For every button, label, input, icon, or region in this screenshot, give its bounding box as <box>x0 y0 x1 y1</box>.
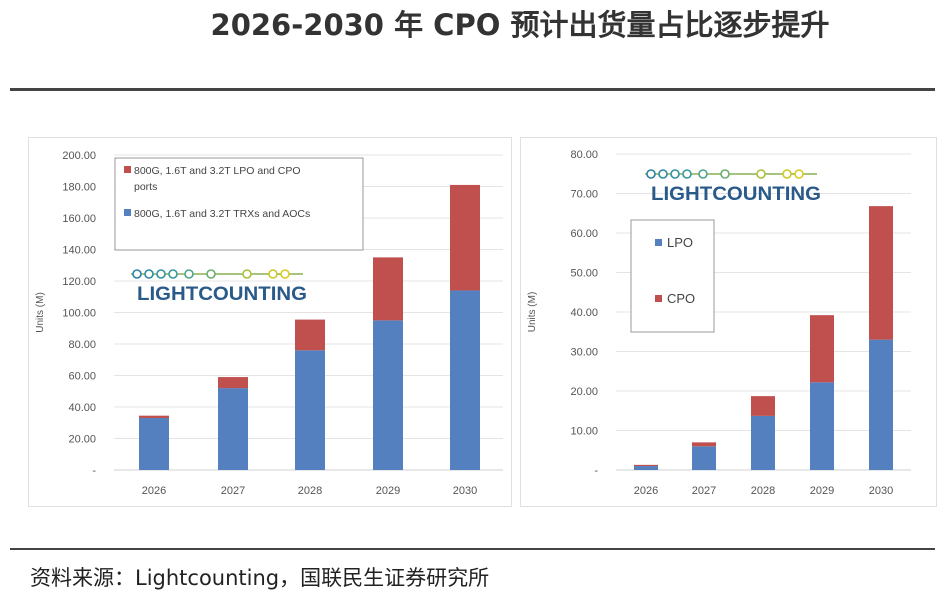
bar-aocs-2026 <box>139 418 169 470</box>
y-axis-label: Units (M) <box>35 292 46 333</box>
bar-aocs-2029 <box>373 320 403 470</box>
bar-cpo-2026 <box>634 464 658 467</box>
logo-node-icon <box>794 169 804 179</box>
y-tick-label: 80.00 <box>570 149 598 161</box>
logo-node-icon <box>168 269 178 279</box>
chart-total-shipments: - 20.00 40.00 60.00 80.00 100.00 120.00 140.00 1… <box>35 150 503 497</box>
legend-label: LPO <box>667 235 693 250</box>
logo-node-icon <box>206 269 216 279</box>
chart-lpo-cpo-shipments: - 10.00 20.00 30.00 40.00 50.00 60.00 70.00 80.0… <box>527 149 911 497</box>
logo-node-icon <box>268 269 278 279</box>
y-tick-label: 60.00 <box>570 228 598 240</box>
legend-label: ports <box>134 181 157 193</box>
logo-node-icon <box>184 269 194 279</box>
bottom-divider <box>10 548 935 550</box>
y-tick-label: 100.00 <box>62 308 96 320</box>
lightcounting-logo: LIGHTCOUNTING <box>651 184 821 205</box>
bar-ports-2026 <box>139 415 169 419</box>
logo-node-icon <box>698 169 708 179</box>
source-note: 资料来源：Lightcounting，国联民生证券研究所 <box>30 566 490 590</box>
logo-node-icon <box>242 269 252 279</box>
y-tick-label: 30.00 <box>570 347 598 359</box>
y-tick-label: - <box>594 465 598 477</box>
y-tick-label: 40.00 <box>570 307 598 319</box>
y-tick-label: - <box>92 465 96 477</box>
logo-node-icon <box>682 169 692 179</box>
legend-label: 800G, 1.6T and 3.2T LPO and CPO <box>134 165 301 177</box>
y-tick-label: 50.00 <box>570 268 598 280</box>
x-tick-label: 2030 <box>453 485 477 497</box>
logo-node-icon <box>156 269 166 279</box>
y-tick-label: 10.00 <box>570 426 598 438</box>
x-tick-label: 2028 <box>751 485 775 497</box>
bar-lpo-2026 <box>634 466 658 470</box>
y-tick-label: 80.00 <box>68 339 96 351</box>
bar-cpo-2030 <box>869 206 893 340</box>
bar-ports-2029 <box>373 257 403 321</box>
y-tick-label: 40.00 <box>68 402 96 414</box>
legend-swatch <box>655 239 662 246</box>
bar-lpo-2028 <box>751 415 775 470</box>
bar-lpo-2030 <box>869 339 893 470</box>
bar-cpo-2027 <box>692 442 716 447</box>
y-tick-label: 200.00 <box>62 150 96 162</box>
y-tick-label: 20.00 <box>68 434 96 446</box>
x-tick-label: 2029 <box>376 485 400 497</box>
page-title: 2026-2030 年 CPO 预计出货量占比逐步提升 <box>210 8 830 42</box>
y-axis-label: Units (M) <box>527 292 538 333</box>
bar-ports-2027 <box>218 377 248 389</box>
y-tick-label: 60.00 <box>68 371 96 383</box>
bar-aocs-2028 <box>295 350 325 470</box>
y-tick-label: 120.00 <box>62 276 96 288</box>
x-tick-label: 2027 <box>221 485 245 497</box>
bar-ports-2030 <box>450 184 480 291</box>
bar-lpo-2027 <box>692 446 716 470</box>
y-tick-label: 70.00 <box>570 189 598 201</box>
chart-panel-left: - 20.00 40.00 60.00 80.00 100.00 120.00 140.00 1… <box>28 137 512 507</box>
lightcounting-logo: LIGHTCOUNTING <box>137 284 307 305</box>
logo-node-icon <box>670 169 680 179</box>
legend-swatch <box>655 295 662 302</box>
legend-swatch <box>124 209 131 216</box>
top-divider <box>10 88 935 91</box>
bar-cpo-2029 <box>810 315 834 383</box>
logo-node-icon <box>658 169 668 179</box>
x-tick-label: 2030 <box>869 485 893 497</box>
legend-label: 800G, 1.6T and 3.2T TRXs and AOCs <box>134 208 310 220</box>
y-tick-label: 140.00 <box>62 245 96 257</box>
legend-swatch <box>124 166 131 173</box>
bar-lpo-2029 <box>810 382 834 470</box>
chart-panel-right: - 10.00 20.00 30.00 40.00 50.00 60.00 70.00 80.0… <box>520 137 937 507</box>
logo-node-icon <box>646 169 656 179</box>
legend-box <box>630 219 715 333</box>
x-tick-label: 2026 <box>142 485 166 497</box>
legend-box <box>114 157 364 251</box>
y-tick-label: 160.00 <box>62 213 96 225</box>
logo-node-icon <box>144 269 154 279</box>
y-tick-label: 180.00 <box>62 182 96 194</box>
legend-label: CPO <box>667 291 695 306</box>
logo-node-icon <box>756 169 766 179</box>
logo-node-icon <box>132 269 142 279</box>
x-tick-label: 2027 <box>692 485 716 497</box>
logo-node-icon <box>782 169 792 179</box>
x-tick-label: 2028 <box>298 485 322 497</box>
logo-node-icon <box>280 269 290 279</box>
bar-ports-2028 <box>295 319 325 351</box>
x-tick-label: 2026 <box>634 485 658 497</box>
bar-aocs-2030 <box>450 290 480 470</box>
bar-cpo-2028 <box>751 396 775 416</box>
x-tick-label: 2029 <box>810 485 834 497</box>
bar-aocs-2027 <box>218 388 248 470</box>
y-tick-label: 20.00 <box>570 386 598 398</box>
logo-node-icon <box>720 169 730 179</box>
